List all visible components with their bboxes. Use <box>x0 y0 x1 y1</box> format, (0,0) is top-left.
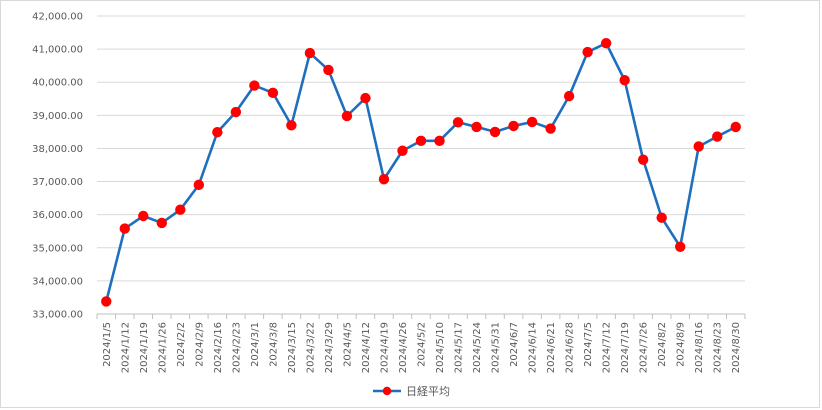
y-tick-label: 42,000.00 <box>32 12 83 23</box>
series-line <box>101 37 741 307</box>
data-point <box>230 106 242 118</box>
x-tick-label: 2024/6/21 <box>546 322 557 373</box>
x-tick-label: 2024/5/24 <box>472 322 483 373</box>
y-tick-label: 40,000.00 <box>32 78 83 89</box>
x-tick-label: 2024/2/2 <box>176 322 187 367</box>
x-tick-label: 2024/1/5 <box>102 322 113 367</box>
y-tick-label: 38,000.00 <box>32 144 83 155</box>
x-tick-label: 2024/8/2 <box>657 322 668 367</box>
data-point <box>212 127 223 138</box>
y-tick-label: 35,000.00 <box>32 243 83 254</box>
x-tick-label: 2024/3/15 <box>287 322 298 373</box>
y-tick-label: 37,000.00 <box>32 177 83 188</box>
y-axis: 33,000.00 34,000.00 35,000.00 36,000.00 37,0… <box>32 12 83 321</box>
data-point <box>156 217 167 229</box>
x-tick-label: 2024/1/12 <box>120 322 131 373</box>
x-tick-label: 2024/1/26 <box>157 322 168 373</box>
x-tick-label: 2024/7/26 <box>639 322 650 373</box>
data-point <box>582 46 593 58</box>
data-point <box>101 296 112 307</box>
data-point <box>119 223 130 234</box>
x-tick-label: 2024/5/10 <box>435 322 446 373</box>
data-point <box>489 126 501 138</box>
x-tick-label: 2024/6/7 <box>509 322 520 367</box>
x-tick-label: 2024/4/19 <box>379 322 390 373</box>
data-point <box>563 90 575 102</box>
x-tick-label: 2024/4/12 <box>361 322 372 373</box>
data-point <box>508 120 519 132</box>
x-tick-label: 2024/6/28 <box>565 322 576 373</box>
x-tick-label: 2024/8/16 <box>694 322 705 373</box>
x-tick-label: 2024/2/23 <box>231 322 242 373</box>
legend: 日経平均 <box>373 385 450 398</box>
gridlines <box>97 15 745 282</box>
legend-label: 日経平均 <box>406 385 450 398</box>
data-point <box>656 212 667 223</box>
data-point <box>675 241 686 252</box>
data-point <box>471 121 482 133</box>
x-tick-label: 2024/3/8 <box>268 322 279 367</box>
data-point <box>267 87 279 99</box>
data-point <box>693 141 704 152</box>
x-tick-label: 2024/4/5 <box>342 322 353 367</box>
x-axis: 2024/1/5 2024/1/12 2024/1/19 2024/1/26 2024/… <box>96 313 746 373</box>
x-tick-label: 2024/7/12 <box>602 322 613 373</box>
x-tick-label: 2024/7/5 <box>583 322 594 367</box>
data-point <box>175 204 186 215</box>
y-tick-label: 34,000.00 <box>32 276 83 287</box>
x-tick-label: 2024/8/9 <box>676 322 687 367</box>
x-tick-label: 2024/7/19 <box>620 322 631 373</box>
x-tick-label: 2024/6/14 <box>528 322 539 373</box>
data-point <box>619 75 630 86</box>
x-tick-label: 2024/5/17 <box>454 322 465 373</box>
data-point <box>545 123 556 134</box>
data-point <box>712 131 723 142</box>
data-point <box>600 37 612 49</box>
x-tick-label: 2024/3/22 <box>305 322 316 373</box>
y-tick-label: 41,000.00 <box>32 45 83 56</box>
data-point <box>434 135 445 147</box>
data-point <box>730 121 741 133</box>
data-point <box>138 210 149 222</box>
data-point <box>415 135 427 147</box>
data-point <box>286 120 297 131</box>
legend-marker-swatch <box>382 386 392 396</box>
x-tick-label: 2024/3/1 <box>250 322 261 367</box>
x-tick-label: 2024/2/16 <box>213 322 224 373</box>
data-point <box>341 110 353 122</box>
x-tick-label: 2024/5/2 <box>417 322 428 367</box>
data-point <box>249 80 260 91</box>
x-tick-label: 2024/3/29 <box>324 322 335 373</box>
x-tick-label: 2024/4/26 <box>398 322 409 373</box>
data-point <box>378 174 390 185</box>
x-tick-label: 2024/1/19 <box>139 322 150 373</box>
data-point <box>193 179 205 191</box>
data-point <box>397 145 408 156</box>
data-point <box>526 116 538 128</box>
data-point <box>323 64 334 76</box>
y-tick-label: 36,000.00 <box>32 210 83 221</box>
data-point <box>452 117 464 128</box>
data-point <box>637 154 649 165</box>
x-tick-label: 2024/5/31 <box>491 322 502 373</box>
data-point <box>360 92 371 104</box>
y-tick-label: 39,000.00 <box>32 111 83 122</box>
x-tick-label: 2024/2/9 <box>194 322 205 367</box>
y-tick-label: 33,000.00 <box>32 310 83 321</box>
data-point <box>304 47 316 59</box>
x-tick-label: 2024/8/23 <box>713 322 724 373</box>
x-tick-label: 2024/8/30 <box>731 322 742 373</box>
